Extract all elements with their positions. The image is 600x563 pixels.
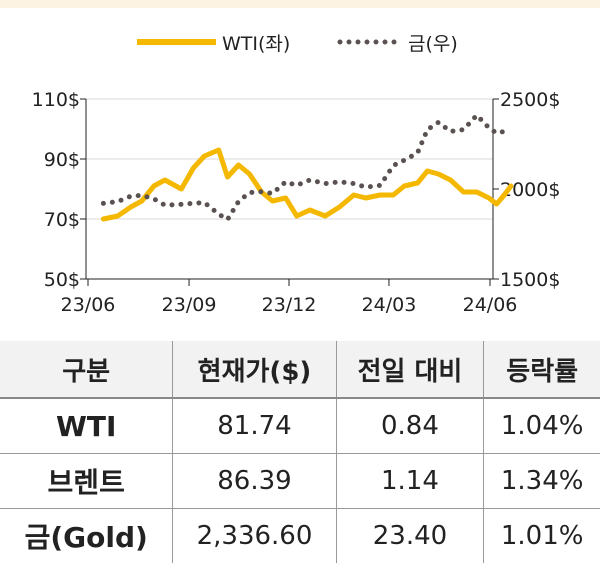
legend-label-gold: 금(우) (408, 33, 458, 55)
rate-value: 1.04% (484, 398, 600, 454)
y-right-tick-label: 2500$ (500, 89, 560, 111)
plot-area (103, 115, 511, 219)
table-row: WTI 81.74 0.84 1.04% (0, 398, 600, 454)
change-value: 23.40 (336, 509, 484, 563)
y-right-tick-label: 1500$ (500, 269, 560, 291)
table-row: 브렌트 86.39 1.14 1.34% (0, 454, 600, 509)
change-value: 1.14 (336, 454, 484, 509)
header-category: 구분 (0, 341, 173, 398)
x-tick-label: 23/12 (262, 294, 317, 316)
rate-value: 1.34% (484, 454, 600, 509)
price-value: 2,336.60 (173, 509, 336, 563)
price-value: 81.74 (173, 398, 336, 454)
legend: WTI(좌) 금(우) (137, 33, 458, 55)
axes (80, 99, 499, 286)
wti-series-line (103, 150, 511, 219)
x-tick-label: 24/03 (362, 294, 417, 316)
row-label: 금(Gold) (0, 509, 173, 563)
y-left-tick-label: 50$ (44, 269, 80, 291)
row-label: WTI (0, 398, 173, 454)
table-header-row: 구분 현재가($) 전일 대비 등락률 (0, 341, 600, 398)
y-left-tick-label: 110$ (32, 89, 80, 111)
header-change: 전일 대비 (336, 341, 484, 398)
rate-value: 1.01% (484, 509, 600, 563)
oil-gold-chart: WTI(좌)금(우) 110$90$70$50$2500$2000$1500$2… (0, 0, 600, 335)
x-tick-label: 24/06 (463, 294, 518, 316)
price-value: 86.39 (173, 454, 336, 509)
y-left-tick-label: 70$ (44, 209, 80, 231)
price-table: 구분 현재가($) 전일 대비 등락률 WTI 81.74 0.84 1.04%… (0, 341, 600, 563)
x-tick-label: 23/06 (61, 294, 116, 316)
row-label: 브렌트 (0, 454, 173, 509)
header-price: 현재가($) (173, 341, 336, 398)
y-left-tick-label: 90$ (44, 149, 80, 171)
header-rate: 등락률 (484, 341, 600, 398)
x-tick-label: 23/09 (162, 294, 217, 316)
gold-series-line (103, 115, 511, 219)
legend-label-wti: WTI(좌) (222, 33, 290, 55)
table-row: 금(Gold) 2,336.60 23.40 1.01% (0, 509, 600, 563)
change-value: 0.84 (336, 398, 484, 454)
